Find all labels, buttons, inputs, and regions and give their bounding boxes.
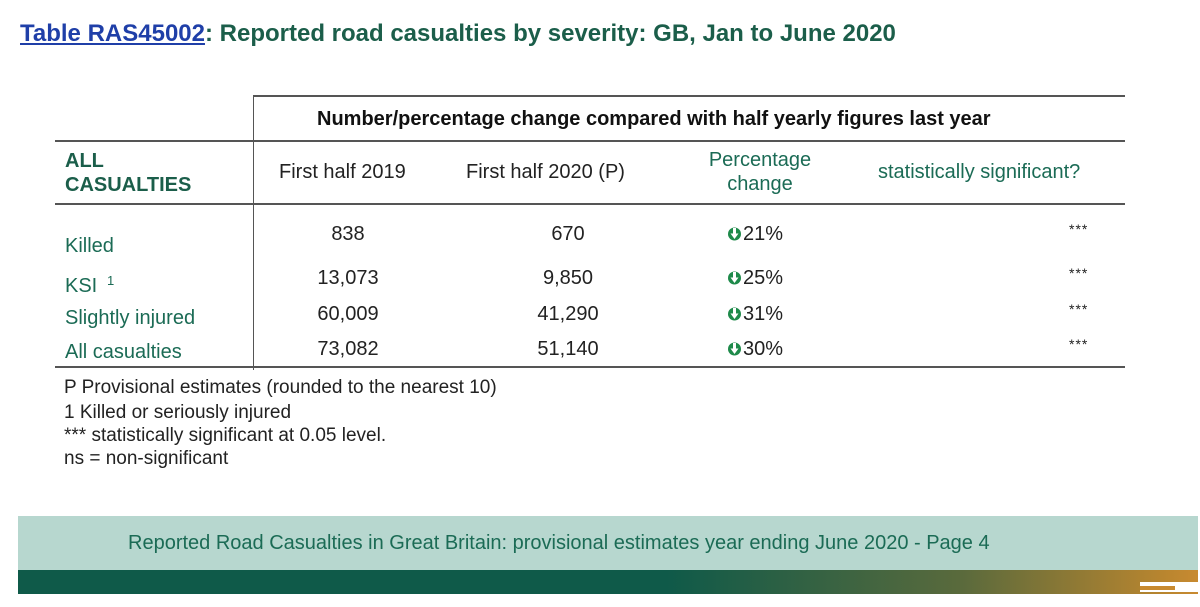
- footnote: 1 Killed or seriously injured: [64, 402, 292, 423]
- table-rule-subheader: [55, 203, 1125, 205]
- col-header-percentage: Percentage change: [708, 149, 812, 195]
- cell-2020: 670: [551, 223, 585, 245]
- cell-2020: 9,850: [542, 267, 594, 289]
- table-divider-vertical: [253, 95, 254, 370]
- down-arrow-icon: [728, 307, 741, 321]
- down-arrow-icon: [728, 342, 741, 356]
- table-rule-header: [55, 140, 1125, 142]
- down-arrow-icon: [728, 227, 741, 241]
- cell-2019: 60,009: [317, 303, 379, 325]
- casualties-table: Number/percentage change compared with h…: [55, 95, 1125, 370]
- percentage-value: 25%: [743, 267, 784, 289]
- cell-significant: ***: [1069, 221, 1089, 237]
- title-text: : Reported road casualties by severity: …: [204, 20, 896, 47]
- super-header: Number/percentage change compared with h…: [317, 108, 991, 130]
- row-header: ALL CASUALTIES: [65, 150, 192, 196]
- percentage-value: 21%: [743, 223, 784, 245]
- percentage-value: 31%: [743, 303, 784, 325]
- table-rule-top: [253, 95, 1125, 97]
- footer-text: Reported Road Casualties in Great Britai…: [128, 532, 990, 554]
- col-header-2019: First half 2019: [279, 161, 406, 183]
- row-label: Killed: [65, 235, 114, 257]
- row-label: KSI: [65, 275, 98, 297]
- footer-band: Reported Road Casualties in Great Britai…: [18, 516, 1198, 570]
- cell-significant: ***: [1069, 301, 1089, 317]
- table-link[interactable]: Table RAS45002: [20, 20, 205, 47]
- down-arrow-icon: [728, 271, 741, 285]
- col-header-2020: First half 2020 (P): [466, 161, 625, 183]
- table-rule-bottom: [55, 366, 1125, 368]
- cell-2020: 41,290: [537, 303, 599, 325]
- row-label: All casualties: [65, 341, 182, 363]
- footnotes: P Provisional estimates (rounded to the …: [64, 374, 497, 472]
- footnote: ns = non-significant: [64, 448, 229, 469]
- cell-2020: 51,140: [537, 338, 599, 360]
- cell-significant: ***: [1069, 265, 1089, 281]
- row-label: Slightly injured: [65, 307, 196, 329]
- percentage-value: 30%: [743, 338, 784, 360]
- col-header-significant: statistically significant?: [878, 161, 1081, 183]
- cell-2019: 73,082: [317, 338, 379, 360]
- cell-percentage: 21%: [728, 223, 783, 246]
- cell-significant: ***: [1069, 336, 1089, 352]
- cell-percentage: 31%: [728, 303, 783, 326]
- footnote: P Provisional estimates (rounded to the …: [64, 377, 497, 398]
- cell-percentage: 30%: [728, 338, 783, 361]
- cell-2019: 838: [331, 223, 365, 245]
- footer-bar-accent: [1140, 586, 1175, 590]
- footer-gradient-bar: [18, 570, 1198, 594]
- footnote: *** statistically significant at 0.05 le…: [64, 425, 387, 446]
- row-label-superscript: 1: [107, 273, 115, 288]
- page-title: Table RAS45002: Reported road casualties…: [20, 20, 896, 48]
- cell-2019: 13,073: [317, 267, 379, 289]
- cell-percentage: 25%: [728, 267, 783, 290]
